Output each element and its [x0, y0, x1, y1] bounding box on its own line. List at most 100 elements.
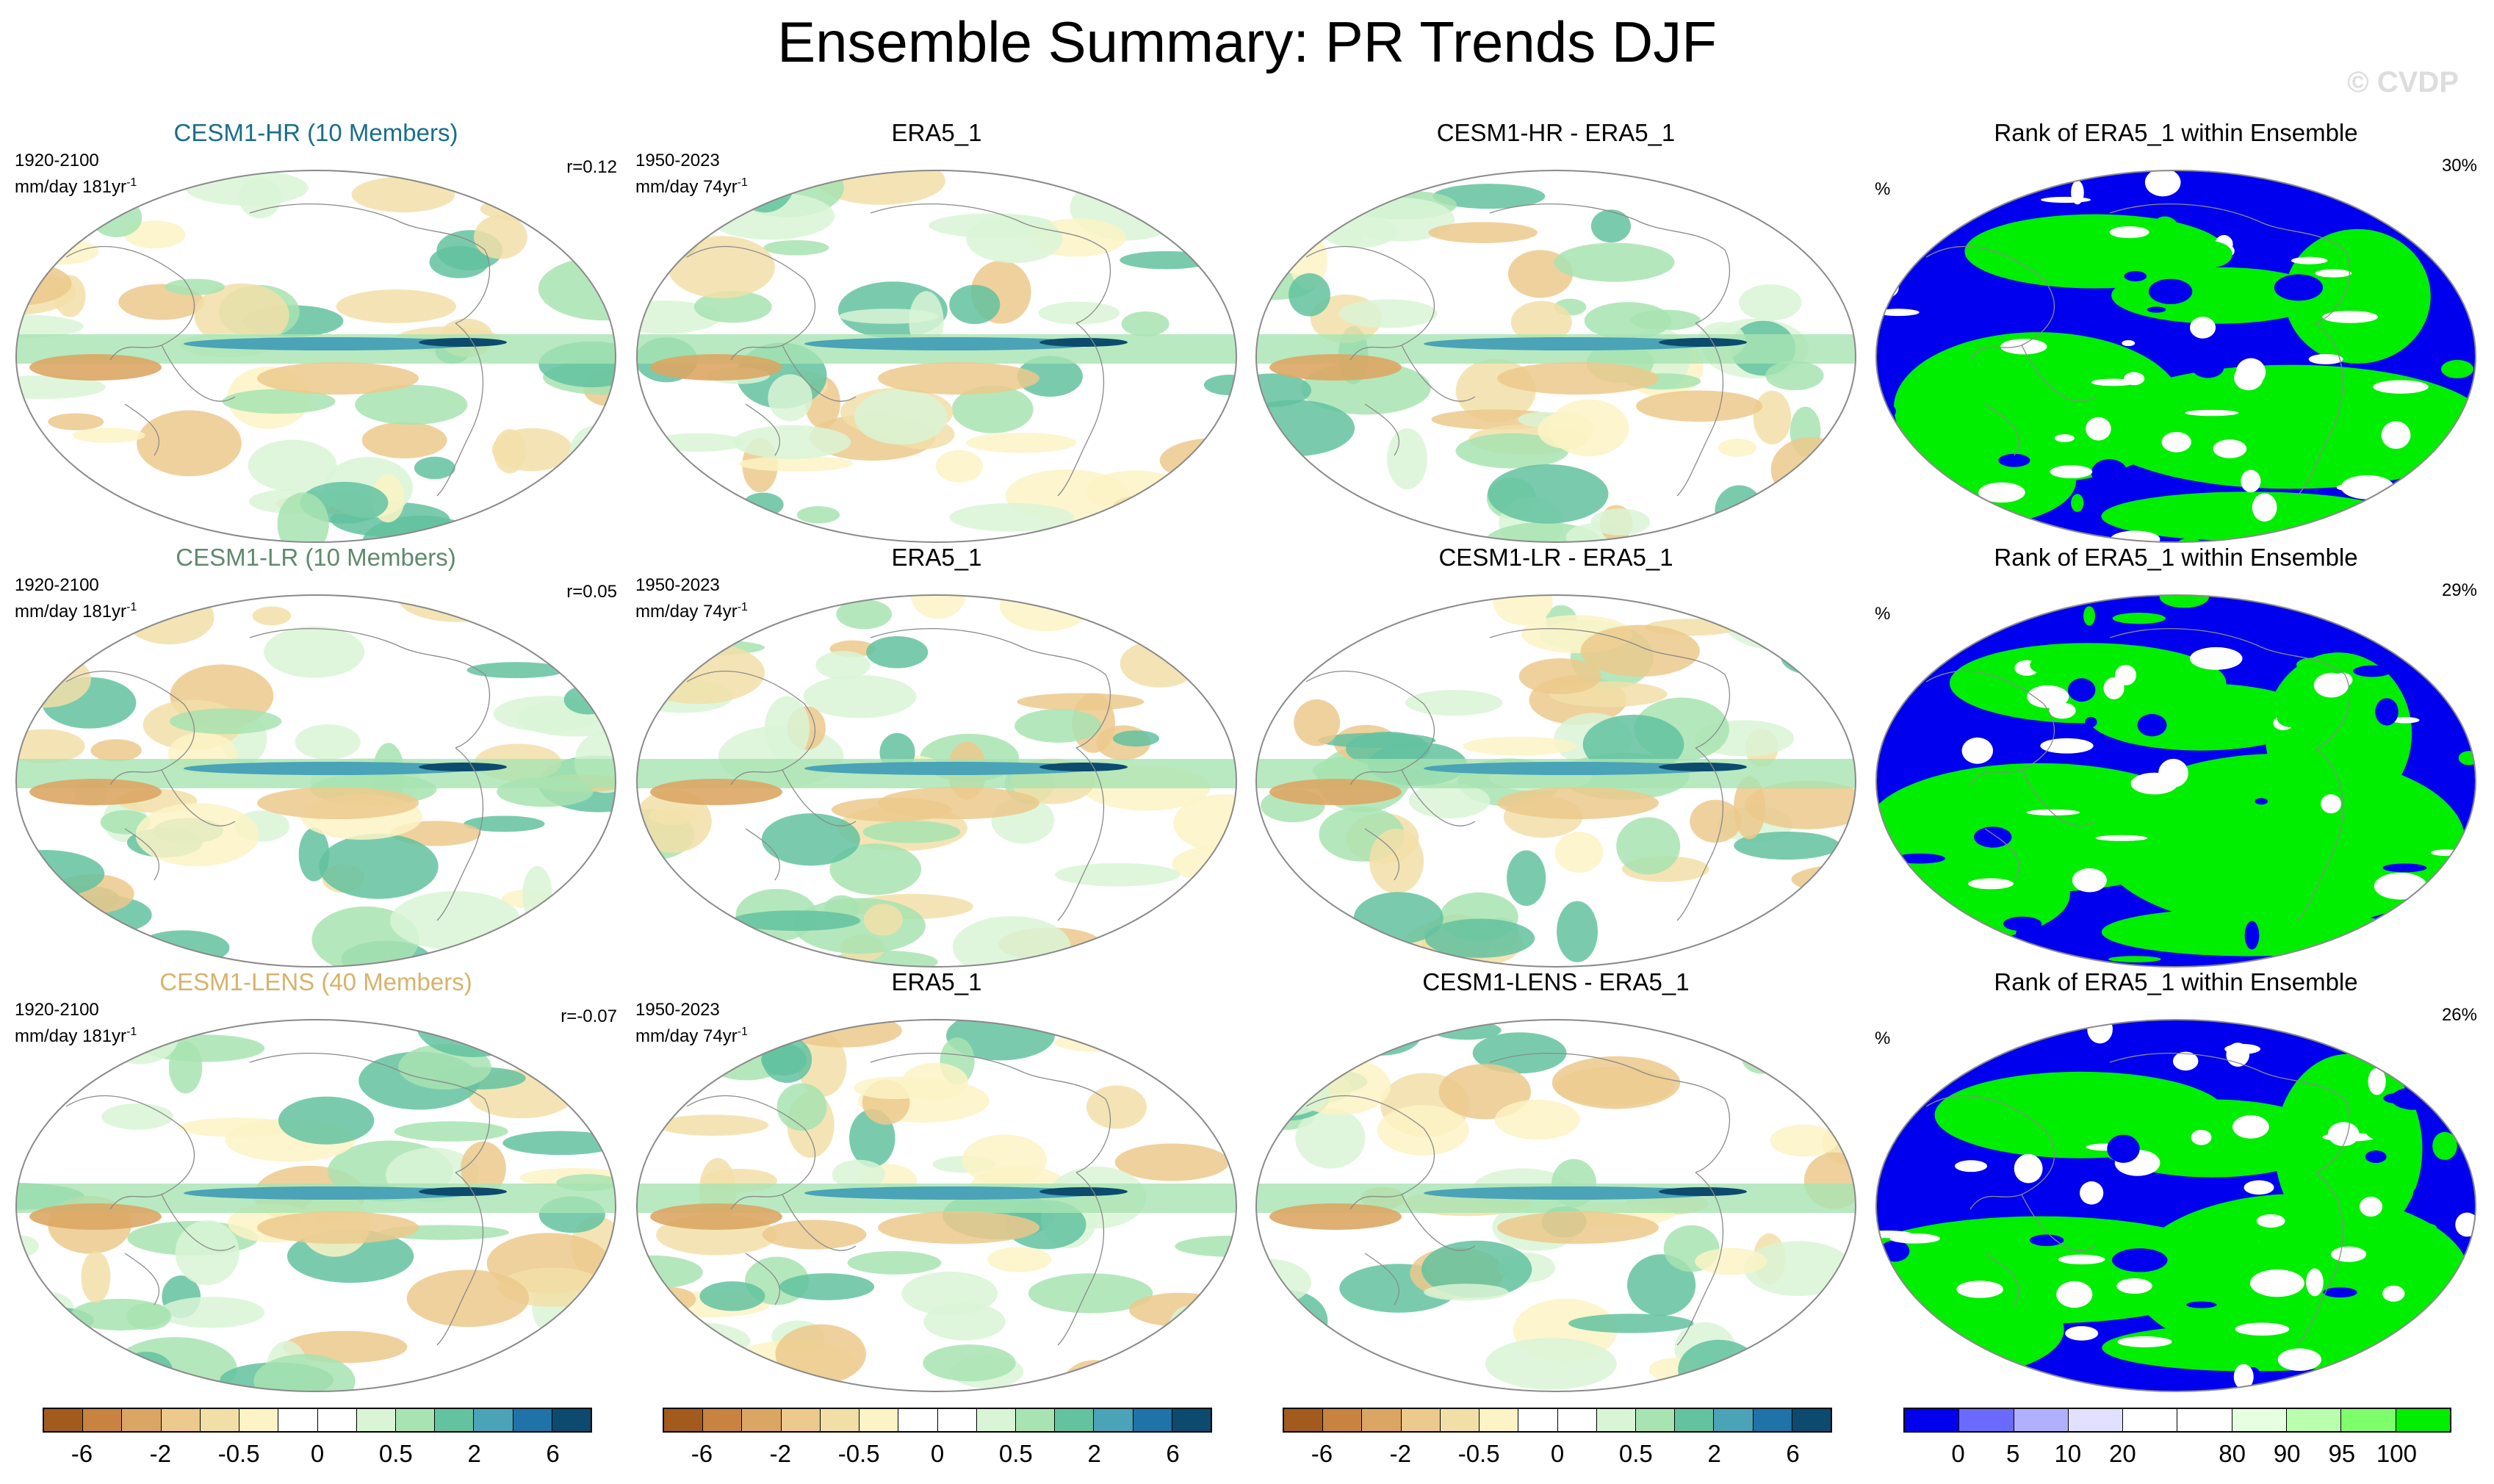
- period-label: 1950-2023: [635, 575, 720, 595]
- units-exponent: -1: [126, 601, 137, 613]
- rank-speckle: [2277, 708, 2304, 727]
- colorbar-tick-label: 2: [1707, 1440, 1721, 1467]
- rank-speckle: [2327, 1122, 2360, 1147]
- colorbar-swatch: [1440, 1409, 1480, 1431]
- rank-speckle: [2424, 336, 2476, 345]
- rank-speckle: [2323, 1287, 2357, 1298]
- itcz-max: [419, 338, 507, 347]
- panel-title: CESM1-LENS - ERA5_1: [1422, 968, 1690, 995]
- rank-speckle: [2330, 1246, 2367, 1262]
- colorbar-tick-label: 6: [1786, 1440, 1800, 1467]
- precip-blob: [44, 170, 93, 188]
- colorbar-tick-label: 2: [467, 1440, 481, 1467]
- panel-title: CESM1-LR (10 Members): [176, 544, 456, 571]
- colorbar-swatch: [1323, 1409, 1363, 1431]
- rank-region: [2092, 364, 2476, 489]
- precip-blob: [22, 238, 99, 265]
- map-outline: [636, 1019, 1237, 1392]
- precip-blob: [1120, 640, 1200, 688]
- rank-speckle: [1897, 1178, 1941, 1187]
- rank-speckle: [2219, 429, 2256, 439]
- precip-blob: [1163, 524, 1211, 542]
- rank-speckle: [2085, 716, 2097, 728]
- precip-blob: [1554, 832, 1604, 873]
- colorbar-tick-label: 10: [2054, 1440, 2082, 1467]
- rank-speckle: [2108, 956, 2161, 962]
- period-units-label: 1920-2100 mm/day 181yr-1: [15, 150, 137, 198]
- colorbar-labels: -6 -2 -0.5 0 0.5 2 6: [43, 1440, 592, 1472]
- precip-blob: [987, 1247, 1052, 1272]
- colorbar-swatch: [356, 1409, 396, 1431]
- rank-speckle: [2060, 821, 2111, 840]
- rank-map: [1875, 1019, 2476, 1392]
- rank-speckle: [2030, 656, 2061, 674]
- drying-region: [650, 1203, 782, 1230]
- trend-map: [636, 170, 1237, 543]
- precip-blob: [1332, 228, 1363, 248]
- precip-blob: [797, 1033, 847, 1097]
- precip-blob: [16, 624, 86, 675]
- precip-blob: [165, 278, 225, 295]
- precip-blob: [1377, 1105, 1469, 1156]
- rank-speckle: [1974, 826, 2012, 848]
- precip-blob: [863, 904, 903, 936]
- rank-speckle: [2058, 1254, 2105, 1265]
- colorbar-swatch: [1518, 1409, 1558, 1431]
- colorbar-swatch: [1401, 1409, 1441, 1431]
- precip-blob: [1086, 1085, 1147, 1129]
- precip-blob: [1053, 1033, 1158, 1053]
- rank-speckle: [2368, 1067, 2386, 1095]
- precip-blob: [1172, 595, 1236, 650]
- precip-blob: [1804, 1303, 1856, 1354]
- map-outline: [1875, 1019, 2476, 1392]
- colorbar-swatch: [1959, 1409, 2014, 1431]
- rank-speckle: [2315, 269, 2352, 278]
- precip-blob: [1345, 731, 1430, 766]
- rank-speckle: [2322, 311, 2379, 323]
- rank-speckle: [2122, 339, 2136, 347]
- precip-blob: [1781, 638, 1844, 675]
- rank-speckle: [1944, 957, 1972, 966]
- rank-map: [1875, 594, 2476, 968]
- precip-blob: [561, 937, 616, 967]
- precip-blob: [1121, 311, 1169, 336]
- precip-blob: [1690, 799, 1742, 843]
- colorbar-swatch: [1133, 1409, 1172, 1431]
- rank-speckle: [2338, 1204, 2354, 1224]
- colorbar-tick-label: -6: [71, 1440, 93, 1467]
- precip-blob: [935, 450, 983, 483]
- precip-blob: [839, 309, 939, 324]
- rank-speckle: [2158, 758, 2188, 788]
- rank-speckle: [1996, 1366, 2042, 1391]
- rank-speckle: [2365, 1150, 2387, 1163]
- colorbar-swatch: [664, 1409, 704, 1431]
- panel-obs: ERA5_1 1950-2023 mm/day 74yr-1: [635, 119, 1238, 545]
- colorbar-swatch: [1015, 1409, 1056, 1431]
- colorbar-swatch: [2396, 1409, 2450, 1431]
- precip-blob: [1093, 522, 1199, 542]
- rank-speckle: [2189, 646, 2243, 670]
- precip-blob: [464, 815, 545, 832]
- rank-speckle: [2112, 1248, 2168, 1272]
- precip-blob: [1353, 892, 1444, 944]
- precip-blob: [222, 389, 336, 414]
- rank-speckle: [1876, 1339, 1909, 1350]
- drying-region: [1497, 362, 1659, 395]
- cvdp-watermark: © CVDP: [2347, 66, 2459, 98]
- rank-speckle: [1889, 1233, 1940, 1244]
- units-exponent: -1: [737, 176, 748, 189]
- colorbar-tick-label: -0.5: [1457, 1440, 1500, 1467]
- pattern-correlation: r=0.12: [566, 157, 617, 177]
- itcz-max: [1659, 763, 1747, 771]
- precip-blob: [768, 374, 812, 422]
- coastline: [1305, 628, 1731, 921]
- rank-speckle: [1999, 820, 2052, 846]
- itcz-max: [1659, 338, 1747, 347]
- precip-blob: [1421, 1240, 1532, 1298]
- percent-unit-label: %: [1875, 1029, 1891, 1048]
- rank-speckle: [2170, 913, 2198, 943]
- rank-speckle: [2065, 1326, 2099, 1341]
- rank-speckle: [2178, 538, 2201, 542]
- colorbar-swatch: [1557, 1409, 1597, 1431]
- map-outline: [1255, 170, 1856, 543]
